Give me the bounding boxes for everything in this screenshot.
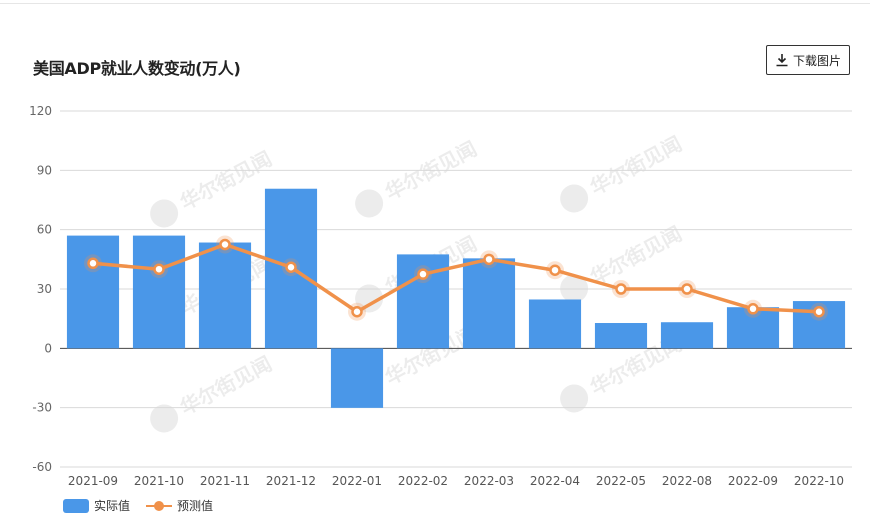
y-tick-label: -30 <box>32 401 52 415</box>
forecast-point <box>813 305 825 318</box>
legend-swatch-line <box>146 499 173 513</box>
y-tick-label: -60 <box>32 460 52 474</box>
watermark: 华尔街见闻 <box>150 147 276 228</box>
x-tick-label: 2022-02 <box>398 474 448 488</box>
watermark: 华尔街见闻 <box>150 352 276 433</box>
chart-title: 美国ADP就业人数变动(万人) <box>33 59 241 78</box>
bar-actual <box>132 235 186 349</box>
watermark: 华尔街见闻 <box>355 137 481 218</box>
legend-label-actual: 实际值 <box>94 499 131 513</box>
y-tick-label: 60 <box>37 223 52 237</box>
y-tick-label: 90 <box>37 163 52 177</box>
legend-label-forecast: 预测值 <box>177 499 214 513</box>
legend-item-forecast[interactable]: 预测值 <box>146 497 213 514</box>
bar-actual <box>660 322 714 349</box>
y-tick-label: 30 <box>37 282 52 296</box>
x-tick-label: 2022-04 <box>530 474 580 488</box>
forecast-point <box>351 305 363 318</box>
grid-layer: -60 -30 0 30 60 90 120 <box>29 104 852 474</box>
x-axis-labels: 2021-09 2021-10 2021-11 2021-12 2022-01 2022-… <box>68 474 844 488</box>
bar-actual <box>462 258 516 349</box>
x-tick-label: 2022-05 <box>596 474 646 488</box>
svg-text:华尔街见闻: 华尔街见闻 <box>176 147 276 215</box>
forecast-point <box>153 263 165 275</box>
forecast-point <box>87 257 99 270</box>
watermark: 华尔街见闻 <box>560 132 686 213</box>
forecast-point <box>681 283 693 295</box>
forecast-point <box>417 268 429 280</box>
legend-item-actual[interactable]: 实际值 <box>63 497 130 514</box>
x-tick-label: 2022-08 <box>662 474 712 488</box>
y-tick-label: 0 <box>44 341 52 355</box>
bar-series <box>66 188 846 408</box>
download-image-button[interactable]: 下载图片 <box>766 45 850 75</box>
x-tick-label: 2021-10 <box>134 474 184 488</box>
forecast-point <box>285 261 297 273</box>
y-tick-label: 120 <box>29 104 52 118</box>
download-label: 下载图片 <box>792 53 841 68</box>
legend-swatch-bar <box>63 498 89 513</box>
svg-text:华尔街见闻: 华尔街见闻 <box>586 132 686 200</box>
legend: 实际值 预测值 <box>63 497 229 514</box>
x-tick-label: 2021-11 <box>200 474 250 488</box>
forecast-line <box>92 242 820 314</box>
forecast-point <box>483 253 495 266</box>
svg-text:华尔街见闻: 华尔街见闻 <box>176 352 276 420</box>
bar-actual <box>66 235 120 349</box>
forecast-point <box>549 264 561 276</box>
forecast-point <box>219 238 231 251</box>
x-tick-label: 2021-09 <box>68 474 118 488</box>
download-icon <box>776 54 788 67</box>
bar-actual <box>198 242 252 349</box>
bar-actual <box>330 348 384 408</box>
x-tick-label: 2022-01 <box>332 474 382 488</box>
x-tick-label: 2021-12 <box>266 474 316 488</box>
bar-actual <box>528 299 582 349</box>
svg-text:华尔街见闻: 华尔街见闻 <box>586 222 686 290</box>
bar-actual <box>594 323 648 349</box>
x-tick-label: 2022-03 <box>464 474 514 488</box>
forecast-point <box>615 283 627 295</box>
top-divider <box>0 3 870 4</box>
x-tick-label: 2022-09 <box>728 474 778 488</box>
forecast-point <box>747 303 759 315</box>
line-series <box>84 235 828 321</box>
x-tick-label: 2022-10 <box>794 474 844 488</box>
